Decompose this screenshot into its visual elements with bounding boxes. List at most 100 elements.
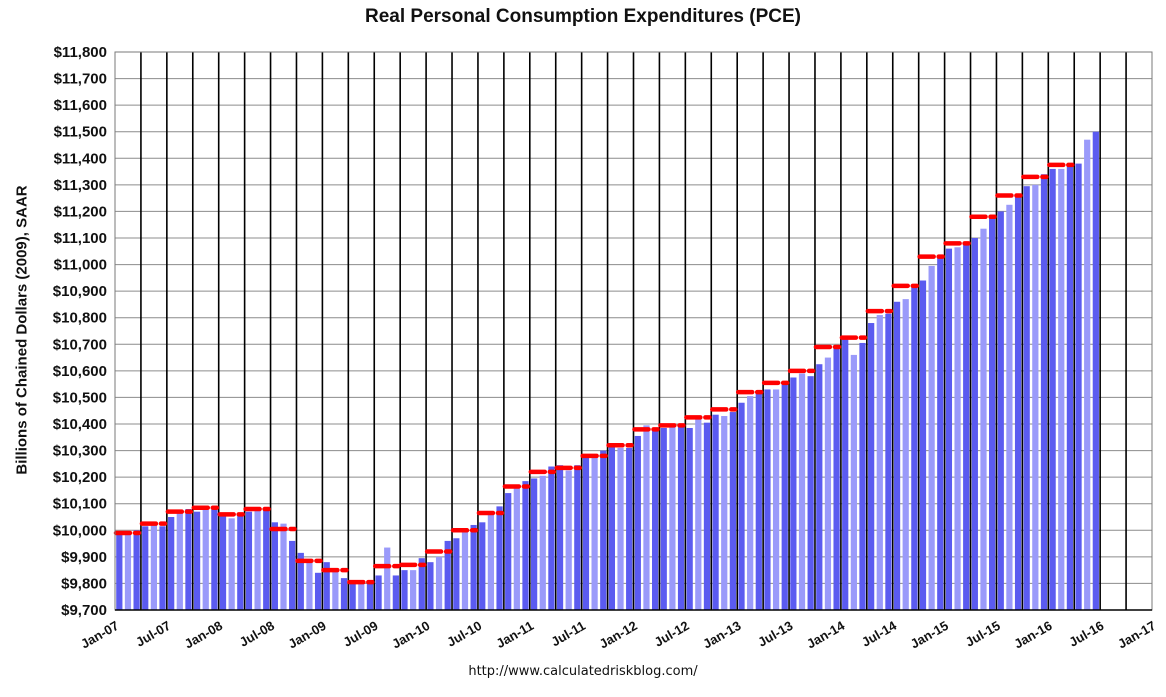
pce-bar (505, 493, 512, 610)
pce-bar (332, 570, 339, 610)
pce-bar (280, 523, 287, 610)
pce-bar (816, 364, 823, 610)
pce-bar (358, 582, 365, 610)
x-tick-label: Jan-09 (286, 618, 329, 652)
pce-bar (954, 247, 961, 611)
pce-bar (375, 575, 382, 610)
pce-bar (755, 392, 762, 610)
pce-bar (263, 510, 270, 610)
pce-bar (1032, 184, 1039, 610)
x-tick-label: Jan-17 (1115, 618, 1158, 652)
pce-bar (1014, 195, 1022, 610)
x-tick-labels: Jan-07 Jul-07 Jan-08 Jul-08 Jan-09 Jul-09 Jan-… (78, 618, 1158, 652)
y-tick-label: $10,600 (53, 363, 107, 380)
y-tick-label: $10,400 (53, 416, 107, 433)
x-tick-label: Jan-16 (1011, 618, 1054, 652)
monthly-bars (116, 131, 1099, 611)
x-tick-label: Jan-07 (78, 618, 121, 652)
y-tick-label: $10,200 (53, 469, 107, 486)
x-tick-label: Jul-15 (963, 618, 1003, 650)
pce-bar (142, 526, 149, 610)
pce-bar (410, 570, 417, 610)
pce-bar (928, 265, 935, 610)
pce-bar (634, 435, 641, 610)
y-tick-label: $11,100 (54, 230, 107, 247)
pce-bar (470, 524, 477, 610)
pce-bar (1084, 139, 1091, 610)
x-tick-label: Jul-10 (444, 618, 484, 650)
vertical-gridlines (140, 52, 1127, 610)
pce-bar (401, 570, 408, 610)
pce-bar (703, 422, 711, 610)
x-tick-label: Jul-12 (652, 618, 692, 650)
pce-bar (159, 526, 166, 610)
pce-bar (1040, 174, 1048, 610)
pce-bar (116, 532, 123, 610)
x-tick-label: Jul-11 (549, 618, 588, 649)
pce-bar (721, 416, 728, 610)
pce-bar (1066, 164, 1074, 610)
pce-bar (565, 470, 572, 610)
pce-bar (600, 450, 607, 610)
pce-bar (919, 280, 927, 610)
x-tick-label: Jan-12 (597, 618, 640, 652)
pce-bar (228, 518, 235, 610)
x-tick-label: Jan-13 (700, 618, 743, 652)
pce-bar (937, 256, 944, 610)
y-tick-label: $9,700 (61, 602, 107, 619)
pce-bar (323, 562, 330, 610)
y-tick-label: $11,200 (54, 203, 107, 220)
y-tick-label: $10,500 (53, 389, 107, 406)
pce-bar (245, 511, 253, 610)
pce-bar (193, 511, 201, 610)
pce-bar (729, 412, 736, 610)
pce-bar (850, 354, 857, 610)
pce-bar (651, 429, 659, 610)
y-tick-label: $10,300 (53, 443, 107, 460)
chart-title: Real Personal Consumption Expenditures (… (364, 6, 802, 27)
pce-bar (738, 402, 745, 610)
y-tick-label: $10,800 (53, 310, 107, 327)
x-tick-label: Jul-13 (755, 618, 795, 650)
pce-bar (185, 509, 192, 610)
pce-bar (893, 301, 901, 610)
x-tick-label: Jan-14 (804, 618, 848, 652)
pce-bar (833, 345, 840, 610)
y-tick-label: $11,500 (54, 124, 107, 141)
pce-bar (297, 552, 304, 610)
pce-bar (133, 530, 140, 610)
pce-bar (349, 580, 356, 610)
pce-bar (876, 315, 883, 610)
pce-bar (669, 426, 676, 610)
y-tick-label: $11,400 (54, 150, 107, 167)
pce-bar (202, 507, 209, 610)
pce-bar (971, 238, 978, 610)
x-tick-label: Jul-16 (1066, 618, 1106, 650)
pce-bar (781, 384, 788, 610)
pce-bar (574, 465, 581, 610)
pce-bar (997, 211, 1004, 610)
pce-bar (219, 513, 227, 610)
quarterly-markers (113, 162, 1076, 585)
pce-bar (1049, 168, 1056, 610)
x-tick-label: Jan-15 (908, 618, 951, 652)
x-tick-label: Jul-14 (859, 618, 900, 650)
pce-bar (539, 475, 546, 610)
pce-bar (798, 373, 806, 610)
pce-bar (764, 389, 771, 610)
pce-bar (453, 538, 460, 610)
pce-bar (444, 540, 451, 610)
pce-bar (980, 228, 987, 610)
y-tick-label: $9,900 (61, 549, 107, 566)
pce-bar (591, 454, 598, 610)
pce-bar (885, 313, 892, 610)
pce-bar (807, 376, 814, 610)
pce-bar (254, 509, 261, 610)
pce-bar (902, 299, 909, 610)
pce-bar (211, 509, 218, 610)
pce-bar (168, 517, 175, 610)
pce-bar (790, 377, 797, 610)
source-url: http://www.calculatedriskblog.com/ (468, 664, 698, 679)
pce-bar (496, 506, 503, 610)
